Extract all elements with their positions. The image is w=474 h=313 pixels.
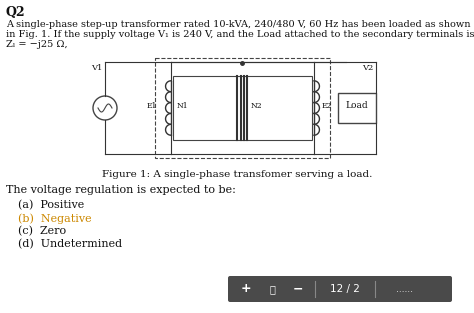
Text: −: − (293, 283, 303, 295)
Text: Figure 1: A single-phase transfomer serving a load.: Figure 1: A single-phase transfomer serv… (102, 170, 372, 179)
Text: A single-phase step-up transformer rated 10-kVA, 240/480 V, 60 Hz has been loade: A single-phase step-up transformer rated… (6, 20, 471, 29)
FancyBboxPatch shape (228, 276, 452, 302)
Text: E2: E2 (321, 102, 332, 110)
Text: in Fig. 1. If the supply voltage V₁ is 240 V, and the Load attached to the secon: in Fig. 1. If the supply voltage V₁ is 2… (6, 30, 474, 39)
Text: N1: N1 (177, 102, 189, 110)
Text: 12 / 2: 12 / 2 (330, 284, 360, 294)
Bar (173, 76, 312, 140)
Text: 🔍: 🔍 (269, 284, 275, 294)
Text: (d)  Undetermined: (d) Undetermined (18, 239, 122, 249)
Bar (338, 93, 376, 123)
Text: V1: V1 (91, 64, 102, 72)
Text: Load: Load (346, 100, 368, 110)
Text: The voltage regulation is expected to be:: The voltage regulation is expected to be… (6, 185, 236, 195)
Text: (c)  Zero: (c) Zero (18, 226, 66, 236)
Text: E1: E1 (146, 102, 157, 110)
Text: Q2: Q2 (6, 6, 26, 19)
Text: ……: …… (396, 285, 413, 294)
Text: (a)  Positive: (a) Positive (18, 200, 84, 210)
Text: Zₗ = −j25 Ω,: Zₗ = −j25 Ω, (6, 40, 68, 49)
Text: (b)  Negative: (b) Negative (18, 213, 91, 223)
Bar (155, 58, 330, 158)
Text: V2: V2 (362, 64, 373, 72)
Text: +: + (241, 283, 251, 295)
Text: N2: N2 (250, 102, 262, 110)
